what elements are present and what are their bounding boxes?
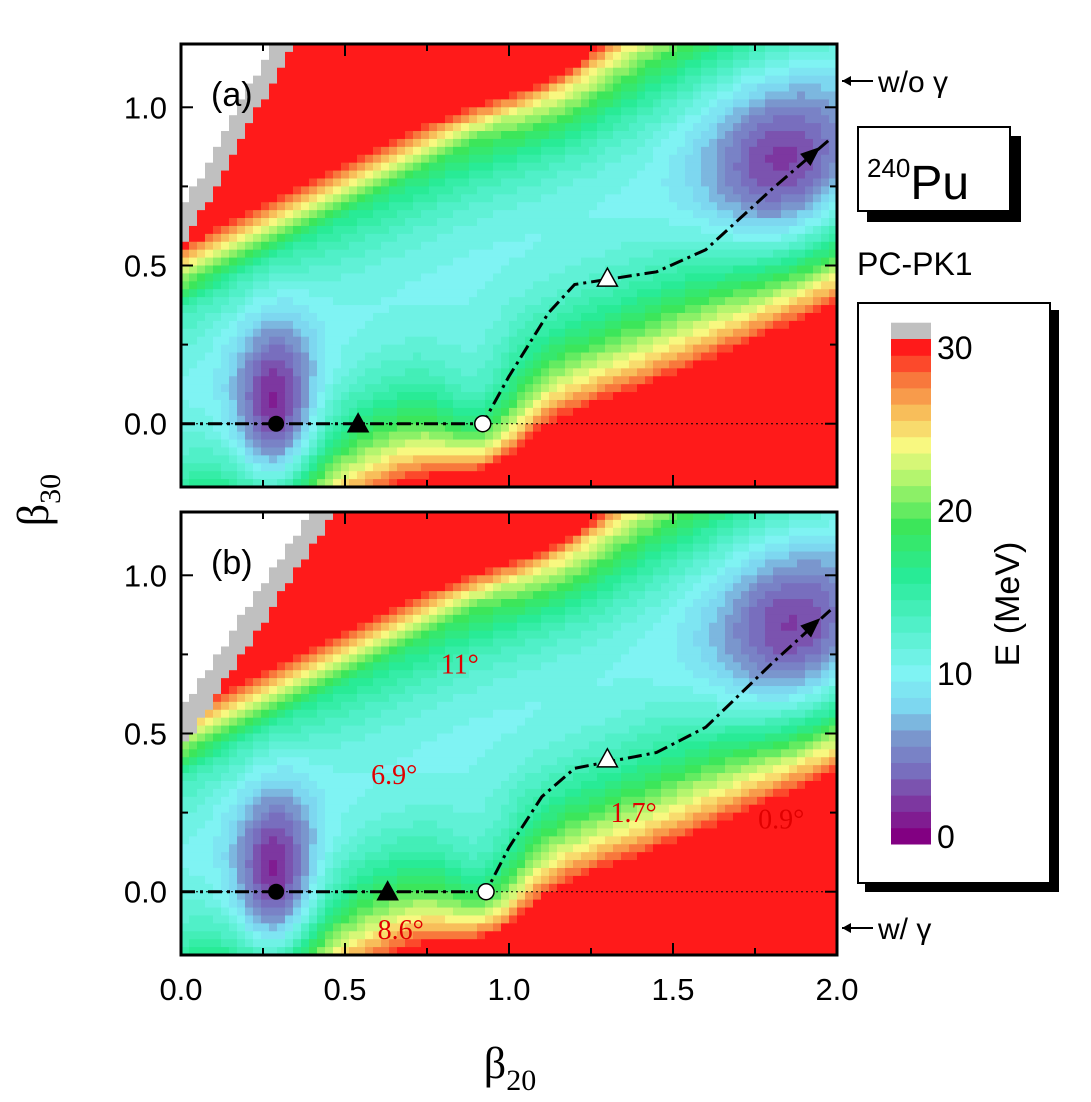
angle-label: 1.7°: [611, 798, 657, 829]
x-tick-label: 1.0: [487, 972, 530, 1007]
colorbar-swatch: [891, 697, 931, 715]
mass-number: 240: [867, 153, 911, 183]
isomer-marker: [474, 414, 492, 433]
axis-ticks: [180, 512, 838, 955]
colorbar-swatch: [891, 436, 931, 454]
fission-path: [181, 137, 832, 426]
nucleus-label: 240Pu: [867, 138, 969, 214]
ground-state-marker: [268, 883, 285, 900]
colorbar-swatch: [891, 599, 931, 617]
colorbar-swatch: [891, 550, 931, 568]
colorbar-swatch: [891, 518, 931, 535]
colorbar-tick-label: 20: [937, 493, 973, 529]
colorbar-swatch: [891, 453, 931, 470]
colorbar-swatch: [891, 827, 931, 845]
panel-b: 11° 6.9° 1.7° 0.9° 8.6° 0.0 0.5 1.0 (b) 0.0 0.5 1.0…: [124, 510, 859, 1007]
x-tick-label: 1.5: [651, 972, 694, 1007]
path-arrowhead: [800, 618, 821, 638]
colorbar-gray-swatch: [891, 322, 931, 339]
angle-label: 0.9°: [758, 804, 804, 835]
nucleus-box: 240Pu: [857, 126, 1011, 212]
colorbar-box: 0 10 20 30 E (MeV): [857, 302, 1051, 884]
model-label: PC-PK1: [857, 246, 973, 282]
angle-label: 11°: [441, 649, 479, 680]
colorbar-tick-label: 10: [937, 656, 973, 692]
colorbar-swatch: [891, 746, 931, 764]
colorbar-swatch: [891, 615, 931, 633]
energy-surface: [181, 512, 837, 955]
outer-saddle-marker: [596, 266, 619, 287]
colorbar-label: E (MeV): [989, 542, 1027, 667]
ground-state-marker: [268, 415, 285, 432]
x-tick-label: 0.0: [159, 972, 202, 1007]
colorbar: 0 10 20 30 E (MeV): [891, 322, 1027, 855]
element-symbol: Pu: [910, 157, 970, 210]
y-tick-label: 0.5: [124, 249, 167, 284]
colorbar-swatch: [891, 534, 931, 552]
w-gamma-annotation: w/ γ: [842, 913, 931, 946]
wo-gamma-annotation: w/o γ: [842, 66, 948, 99]
isomer-marker: [477, 882, 495, 901]
colorbar-swatch: [891, 713, 931, 731]
colorbar-swatch: [891, 387, 931, 405]
y-tick-label: 1.0: [124, 558, 167, 593]
colorbar-swatch: [891, 404, 931, 421]
y-tick-label: 1.0: [124, 90, 167, 125]
w-gamma-label: w/ γ: [877, 913, 931, 946]
panel-label: (a): [211, 76, 253, 114]
x-tick-label: 0.5: [323, 972, 366, 1007]
y-axis-label: β30: [9, 474, 67, 526]
panel-a: 0.0 0.5 1.0 (a): [124, 42, 839, 489]
panel-label: (b): [211, 544, 253, 582]
inner-saddle-marker: [376, 880, 399, 901]
axis-ticks: [180, 44, 838, 487]
colorbar-swatch: [891, 795, 931, 812]
colorbar-swatch: [891, 762, 931, 780]
colorbar-swatch: [891, 648, 931, 666]
y-tick-label: 0.0: [124, 875, 167, 910]
path-arrowhead: [800, 146, 821, 167]
colorbar-swatch: [891, 355, 931, 373]
wo-gamma-label: w/o γ: [877, 66, 948, 99]
angle-label: 6.9°: [371, 760, 417, 791]
inner-saddle-marker: [346, 412, 370, 433]
colorbar-tick-label: 30: [937, 330, 973, 366]
colorbar-swatch: [891, 485, 931, 503]
x-axis-label: β20: [484, 1039, 536, 1097]
fission-path: [181, 608, 832, 894]
colorbar-swatch: [891, 371, 931, 389]
colorbar-swatch: [891, 632, 931, 650]
energy-surface: [181, 44, 837, 487]
outer-saddle-marker: [596, 747, 619, 768]
colorbar-swatch: [891, 420, 931, 438]
y-tick-label: 0.0: [124, 407, 167, 442]
colorbar-swatch: [891, 681, 931, 698]
colorbar-swatch: [891, 811, 931, 829]
colorbar-swatch: [891, 501, 931, 519]
colorbar-swatch: [891, 778, 931, 796]
colorbar-swatch: [891, 664, 931, 682]
colorbar-swatch: [891, 469, 931, 487]
y-tick-label: 0.5: [124, 717, 167, 752]
colorbar-swatch: [891, 583, 931, 601]
colorbar-swatch: [891, 729, 931, 747]
colorbar-swatch: [891, 339, 931, 356]
angle-label: 8.6°: [378, 915, 424, 946]
colorbar-tick-label: 0: [937, 819, 955, 855]
colorbar-swatch: [891, 567, 931, 584]
x-tick-label: 2.0: [815, 972, 858, 1007]
